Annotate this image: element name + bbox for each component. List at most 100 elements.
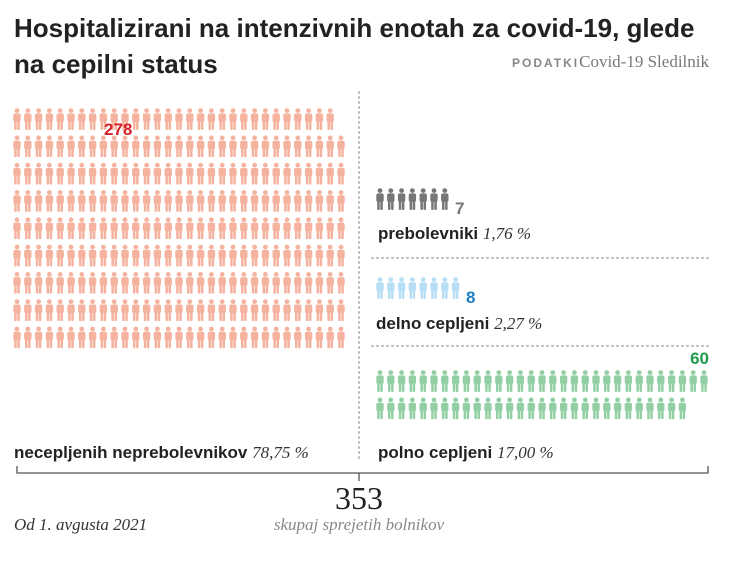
person-icon-unvaccinated — [56, 108, 64, 130]
person-icon-unvaccinated — [142, 108, 151, 130]
person-icon-full — [592, 397, 600, 420]
person-icon-unvaccinated — [78, 299, 86, 322]
person-icon-recovered — [419, 188, 427, 210]
person-icon-unvaccinated — [326, 299, 334, 322]
person-icon-unvaccinated — [240, 326, 248, 349]
person-icon-unvaccinated — [326, 272, 334, 294]
person-icon-unvaccinated — [229, 162, 237, 185]
person-icon-unvaccinated — [121, 326, 129, 349]
person-icon-unvaccinated — [45, 326, 54, 349]
person-icon-recovered — [430, 188, 438, 210]
person-icon-unvaccinated — [56, 244, 64, 267]
person-icon-unvaccinated — [110, 190, 118, 212]
person-icon-unvaccinated — [34, 190, 43, 212]
person-icon-full — [700, 370, 708, 392]
person-icon-unvaccinated — [304, 190, 313, 212]
person-icon-unvaccinated — [132, 108, 140, 130]
pct-partial: 2,27 % — [494, 314, 542, 333]
person-icon-full — [592, 370, 600, 392]
person-icon-unvaccinated — [67, 244, 75, 267]
person-icon-unvaccinated — [315, 217, 324, 240]
person-icon-unvaccinated — [56, 162, 64, 185]
person-icon-unvaccinated — [218, 244, 226, 267]
person-icon-full — [667, 397, 676, 420]
person-icon-unvaccinated — [186, 299, 194, 322]
person-icon-unvaccinated — [207, 108, 216, 130]
person-icon-unvaccinated — [142, 272, 151, 294]
person-icon-unvaccinated — [196, 190, 205, 212]
person-icon-unvaccinated — [88, 190, 97, 212]
total-value: 353 — [335, 480, 383, 516]
person-icon-unvaccinated — [261, 108, 270, 130]
person-icon-unvaccinated — [132, 299, 140, 322]
person-icon-unvaccinated — [142, 135, 151, 158]
person-icon-full — [484, 397, 492, 420]
pct-full: 17,00 % — [497, 443, 554, 462]
person-icon-unvaccinated — [294, 135, 302, 158]
person-icon-unvaccinated — [294, 299, 302, 322]
person-icon-unvaccinated — [56, 299, 64, 322]
person-icon-full — [646, 370, 654, 392]
person-icon-unvaccinated — [24, 190, 32, 212]
person-icon-unvaccinated — [304, 326, 313, 349]
person-icon-full — [657, 370, 665, 392]
person-icon-unvaccinated — [326, 190, 334, 212]
person-icon-unvaccinated — [207, 162, 216, 185]
person-icon-unvaccinated — [283, 162, 291, 185]
person-icon-unvaccinated — [337, 217, 345, 240]
person-icon-unvaccinated — [218, 162, 226, 185]
person-icon-unvaccinated — [142, 326, 151, 349]
person-icon-unvaccinated — [164, 108, 172, 130]
person-icon-full — [538, 370, 546, 392]
person-icon-full — [430, 370, 438, 392]
person-icon-unvaccinated — [142, 217, 151, 240]
person-icon-unvaccinated — [164, 299, 172, 322]
person-icon-unvaccinated — [229, 217, 237, 240]
person-icon-unvaccinated — [326, 244, 334, 267]
person-icon-full — [516, 397, 525, 420]
person-icon-unvaccinated — [207, 299, 216, 322]
person-icon-unvaccinated — [175, 135, 183, 158]
person-icon-unvaccinated — [56, 190, 64, 212]
person-icon-partial — [441, 277, 449, 299]
person-icon-unvaccinated — [240, 190, 248, 212]
person-icon-unvaccinated — [261, 244, 270, 267]
person-icon-full — [603, 370, 611, 392]
person-icon-unvaccinated — [164, 135, 172, 158]
person-icon-full — [603, 397, 611, 420]
person-icon-full — [505, 397, 514, 420]
person-icon-unvaccinated — [164, 272, 172, 294]
person-icon-unvaccinated — [337, 326, 345, 349]
person-icon-partial — [430, 277, 438, 299]
person-icon-unvaccinated — [337, 135, 345, 158]
person-icon-unvaccinated — [153, 108, 162, 130]
person-icon-unvaccinated — [78, 108, 86, 130]
person-icon-unvaccinated — [45, 272, 54, 294]
person-icon-unvaccinated — [196, 244, 205, 267]
person-icon-full — [441, 397, 449, 420]
label-unvaccinated: necepljenih neprebolevnikov 78,75 % — [14, 443, 309, 462]
person-icon-unvaccinated — [294, 108, 302, 130]
person-icon-unvaccinated — [99, 190, 108, 212]
person-icon-unvaccinated — [261, 299, 270, 322]
person-icon-full — [376, 397, 384, 420]
person-icon-unvaccinated — [132, 244, 140, 267]
person-icon-unvaccinated — [229, 135, 237, 158]
person-icon-unvaccinated — [78, 244, 86, 267]
person-icon-unvaccinated — [186, 135, 194, 158]
person-icon-unvaccinated — [67, 217, 75, 240]
person-icon-full — [473, 370, 481, 392]
person-icon-full — [559, 397, 568, 420]
person-icon-full — [613, 370, 622, 392]
person-icon-unvaccinated — [326, 162, 334, 185]
person-icon-unvaccinated — [186, 326, 194, 349]
person-icon-unvaccinated — [304, 135, 313, 158]
person-icon-unvaccinated — [88, 299, 97, 322]
person-icon-unvaccinated — [56, 135, 64, 158]
person-icon-unvaccinated — [218, 326, 226, 349]
person-icon-unvaccinated — [13, 217, 21, 240]
person-icon-full — [495, 370, 503, 392]
person-icon-unvaccinated — [99, 272, 108, 294]
person-icon-full — [419, 397, 427, 420]
count-full: 60 — [690, 349, 709, 368]
